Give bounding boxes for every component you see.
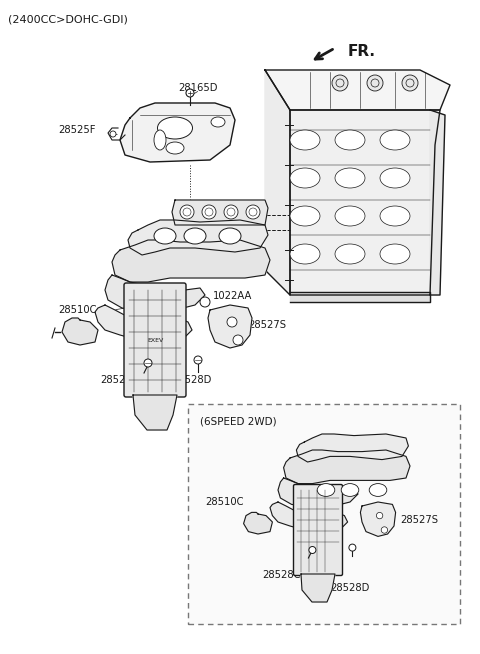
Ellipse shape (380, 244, 410, 264)
Ellipse shape (154, 130, 166, 150)
Ellipse shape (380, 168, 410, 188)
Circle shape (110, 131, 116, 137)
Text: 28528C: 28528C (100, 375, 139, 385)
Ellipse shape (335, 244, 365, 264)
Polygon shape (290, 292, 430, 302)
Circle shape (186, 89, 194, 97)
Text: (2400CC>DOHC-GDI): (2400CC>DOHC-GDI) (8, 14, 128, 24)
Ellipse shape (335, 130, 365, 150)
Circle shape (332, 75, 348, 91)
Ellipse shape (380, 130, 410, 150)
Polygon shape (208, 305, 252, 348)
Text: 28165D: 28165D (178, 83, 217, 93)
Circle shape (381, 527, 387, 533)
Ellipse shape (380, 206, 410, 226)
Ellipse shape (211, 117, 225, 127)
Circle shape (180, 205, 194, 219)
Polygon shape (105, 275, 205, 312)
Text: 28527S: 28527S (400, 515, 438, 525)
Circle shape (309, 547, 316, 553)
Text: 28525F: 28525F (58, 125, 96, 135)
Text: 28510C: 28510C (58, 305, 96, 315)
Circle shape (402, 75, 418, 91)
FancyBboxPatch shape (188, 404, 460, 624)
Polygon shape (270, 502, 348, 532)
Polygon shape (133, 395, 177, 430)
Text: 28527S: 28527S (248, 320, 286, 330)
Ellipse shape (290, 206, 320, 226)
Ellipse shape (317, 483, 335, 496)
Ellipse shape (166, 142, 184, 154)
Ellipse shape (335, 168, 365, 188)
Circle shape (367, 75, 383, 91)
FancyBboxPatch shape (293, 485, 343, 576)
Ellipse shape (219, 228, 241, 244)
Polygon shape (172, 200, 268, 225)
Text: 28521A: 28521A (225, 203, 264, 213)
Ellipse shape (157, 117, 192, 139)
Polygon shape (360, 502, 396, 536)
FancyBboxPatch shape (124, 283, 186, 397)
Polygon shape (278, 478, 358, 508)
Ellipse shape (290, 130, 320, 150)
Circle shape (194, 356, 202, 364)
Circle shape (202, 205, 216, 219)
Polygon shape (120, 103, 235, 162)
Ellipse shape (154, 228, 176, 244)
Text: FR.: FR. (348, 44, 376, 60)
Circle shape (246, 205, 260, 219)
Ellipse shape (290, 168, 320, 188)
Polygon shape (301, 574, 335, 602)
Polygon shape (265, 70, 290, 295)
Ellipse shape (341, 483, 359, 496)
Circle shape (227, 317, 237, 327)
Circle shape (233, 335, 243, 345)
Text: 28528C: 28528C (262, 570, 300, 580)
Circle shape (144, 359, 152, 367)
Polygon shape (95, 305, 192, 342)
Text: (6SPEED 2WD): (6SPEED 2WD) (200, 416, 276, 426)
Polygon shape (62, 318, 98, 345)
Polygon shape (265, 70, 450, 110)
Polygon shape (128, 220, 268, 255)
Circle shape (224, 205, 238, 219)
Polygon shape (112, 240, 270, 282)
Text: 28528D: 28528D (172, 375, 211, 385)
Text: EXEV: EXEV (147, 337, 163, 343)
Polygon shape (290, 110, 440, 295)
Text: 1022AA: 1022AA (213, 291, 252, 301)
Polygon shape (296, 434, 408, 462)
Circle shape (349, 544, 356, 551)
Polygon shape (430, 110, 445, 295)
Ellipse shape (184, 228, 206, 244)
Circle shape (200, 297, 210, 307)
Ellipse shape (369, 483, 387, 496)
Text: 28528D: 28528D (330, 583, 370, 593)
Text: 28510C: 28510C (205, 497, 243, 507)
Ellipse shape (290, 244, 320, 264)
Polygon shape (284, 450, 410, 483)
Ellipse shape (335, 206, 365, 226)
Polygon shape (243, 512, 272, 534)
Circle shape (376, 512, 383, 519)
